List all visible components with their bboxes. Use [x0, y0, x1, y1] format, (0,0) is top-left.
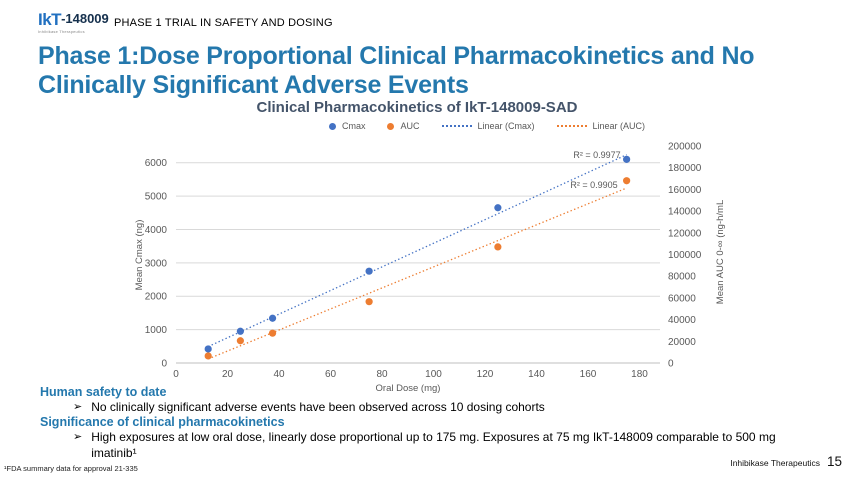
- y-axis-left-tick: 6000: [145, 158, 168, 169]
- data-point-cmax: [623, 155, 631, 163]
- legend-item-cmax: Cmax: [328, 121, 366, 131]
- legend-item-linear-cmax: Linear (Cmax): [441, 121, 535, 131]
- pk-scatter-chart: 0100020003000400050006000020000400006000…: [134, 142, 726, 395]
- y-axis-left-tick: 1000: [145, 325, 168, 336]
- x-axis-tick: 0: [173, 369, 179, 380]
- slide-kicker: PHASE 1 TRIAL IN SAFETY AND DOSING: [114, 17, 333, 29]
- x-axis-tick: 100: [425, 369, 442, 380]
- r2-label-auc: R² = 0.9905: [570, 180, 617, 190]
- chart-legend: Cmax AUC Linear (Cmax) Linear (AUC): [257, 121, 717, 131]
- chart-title: Clinical Pharmacokinetics of IkT-148009-…: [256, 99, 578, 116]
- y-axis-right-tick: 160000: [668, 185, 702, 196]
- data-point-auc: [268, 329, 277, 337]
- y-axis-right-tick: 180000: [668, 163, 702, 174]
- legend-item-auc: AUC: [387, 121, 420, 131]
- company-logo: IkT-148009 Inhibikase Therapeutics: [38, 11, 109, 34]
- x-axis-tick: 20: [222, 369, 234, 380]
- data-point-auc: [494, 243, 502, 251]
- y-axis-left-title: Mean Cmax (ng): [134, 220, 145, 291]
- y-axis-right-tick: 100000: [668, 250, 702, 261]
- y-axis-right-tick: 40000: [668, 315, 696, 326]
- trendline-cmax: [207, 154, 627, 348]
- x-axis-title: Oral Dose (mg): [376, 383, 441, 394]
- bullet-arrow-icon: ➢: [73, 431, 83, 443]
- slide-title: Phase 1:Dose Proportional Clinical Pharm…: [38, 42, 755, 99]
- data-point-cmax: [204, 345, 212, 353]
- y-axis-right-tick: 120000: [668, 228, 702, 239]
- y-axis-right-tick: 80000: [668, 272, 696, 283]
- y-axis-left-tick: 2000: [145, 292, 168, 303]
- y-axis-right-tick: 20000: [668, 337, 696, 348]
- x-axis-tick: 40: [273, 369, 285, 380]
- legend-label-linear-auc: Linear (AUC): [592, 121, 646, 131]
- logo-brand-text: IkT: [38, 10, 62, 29]
- legend-label-cmax: Cmax: [341, 121, 366, 131]
- linear-cmax-line-icon: [441, 125, 472, 127]
- y-axis-right-tick: 140000: [668, 207, 702, 218]
- footer-company: Inhibikase Therapeutics: [730, 458, 820, 468]
- y-axis-right-tick: 60000: [668, 293, 696, 304]
- legend-item-linear-auc: Linear (AUC): [556, 121, 646, 131]
- bullet-arrow-icon: ➢: [73, 401, 83, 413]
- x-axis-tick: 180: [631, 369, 648, 380]
- footnote: ¹FDA summary data for approval 21-335: [4, 464, 138, 473]
- y-axis-left-tick: 5000: [145, 192, 168, 203]
- logo-model-text: -148009: [61, 11, 109, 26]
- footer-right: Inhibikase Therapeutics 15: [730, 454, 842, 469]
- x-axis-tick: 60: [325, 369, 337, 380]
- bullet-safety-text: No clinically significant adverse events…: [91, 400, 545, 414]
- r2-label-cmax: R² = 0.9977: [573, 150, 620, 160]
- x-axis-tick: 80: [376, 369, 388, 380]
- y-axis-left-tick: 4000: [145, 225, 168, 236]
- legend-label-auc: AUC: [400, 121, 420, 131]
- body-heading-safety: Human safety to date: [40, 385, 167, 399]
- bullet-significance-text: High exposures at low oral dose, linearl…: [91, 430, 776, 460]
- data-point-cmax: [365, 267, 373, 275]
- bullet-significance: ➢ High exposures at low oral dose, linea…: [73, 430, 821, 461]
- x-axis-tick: 140: [528, 369, 545, 380]
- y-axis-right-tick: 200000: [668, 142, 702, 153]
- linear-auc-line-icon: [556, 125, 587, 127]
- y-axis-left-tick: 0: [161, 359, 167, 370]
- data-point-auc: [204, 352, 212, 360]
- legend-label-linear-cmax: Linear (Cmax): [477, 121, 535, 131]
- y-axis-left-tick: 3000: [145, 258, 168, 269]
- data-point-cmax: [236, 327, 244, 335]
- logo-subtext: Inhibikase Therapeutics: [38, 29, 85, 34]
- y-axis-right-tick: 0: [668, 359, 674, 370]
- x-axis-tick: 160: [580, 369, 597, 380]
- data-point-auc: [365, 298, 373, 306]
- y-axis-right-title: Mean AUC 0-∞ (ng-h/mL: [715, 200, 726, 304]
- data-point-auc: [623, 177, 631, 185]
- cmax-marker-icon: [328, 122, 336, 130]
- auc-marker-icon: [387, 122, 395, 130]
- data-point-cmax: [268, 314, 277, 322]
- page-number: 15: [826, 454, 842, 469]
- trendline-auc: [207, 187, 627, 360]
- data-point-auc: [236, 337, 244, 345]
- data-point-cmax: [494, 204, 502, 212]
- body-heading-significance: Significance of clinical pharmacokinetic…: [40, 415, 285, 429]
- x-axis-tick: 120: [477, 369, 494, 380]
- bullet-safety: ➢ No clinically significant adverse even…: [73, 400, 545, 416]
